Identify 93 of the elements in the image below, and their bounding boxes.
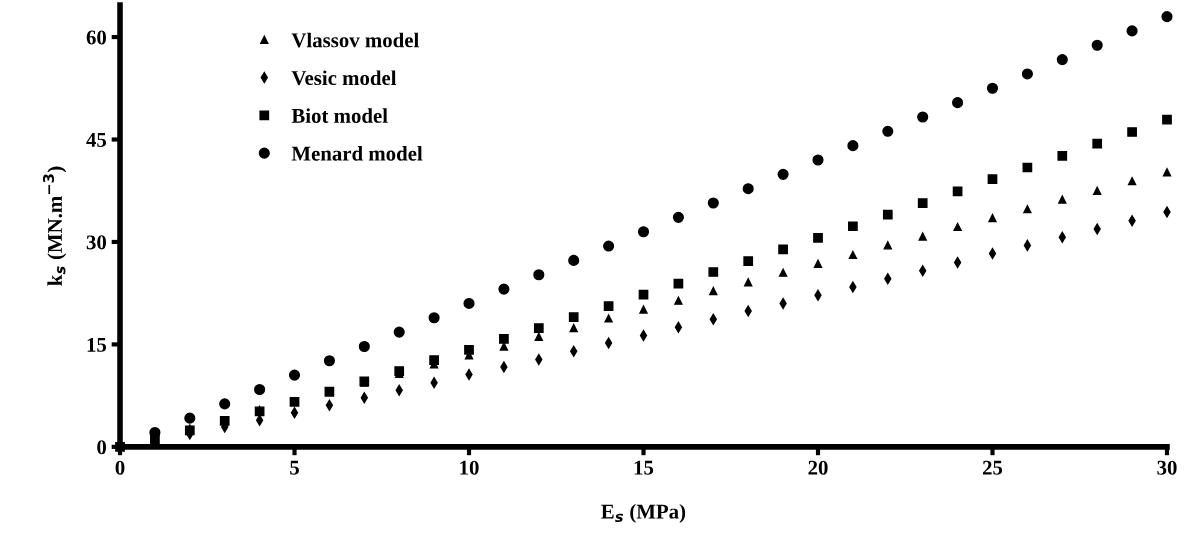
point (603, 301, 614, 312)
point (568, 312, 579, 322)
x-tick-label: 15 (634, 460, 654, 475)
point (288, 369, 301, 381)
point (848, 221, 858, 232)
point (777, 168, 789, 180)
point (988, 213, 997, 223)
point (533, 269, 545, 281)
point (742, 183, 754, 195)
y-tick-label: 30 (86, 235, 107, 250)
point (499, 342, 509, 351)
point (1023, 205, 1032, 214)
x-tick-label: 0 (115, 460, 125, 475)
point (708, 267, 719, 277)
point (882, 125, 894, 137)
y-axis-title: k$_{s}$ (MN.m$^{−3}$) (43, 166, 67, 286)
point (289, 396, 300, 407)
point (813, 259, 823, 268)
point (1162, 114, 1172, 125)
point (1058, 195, 1067, 204)
point (743, 256, 754, 266)
point (637, 226, 650, 238)
point (778, 244, 788, 255)
point (219, 416, 230, 426)
y-tick-label: 60 (86, 30, 107, 45)
point (393, 326, 405, 338)
point (428, 312, 440, 324)
point (672, 211, 684, 223)
point (952, 97, 964, 109)
point (1057, 151, 1068, 161)
point (1093, 186, 1102, 195)
point (1056, 54, 1068, 66)
point (115, 441, 125, 452)
point (325, 399, 334, 411)
point (323, 355, 335, 367)
y-tick-label: 15 (87, 337, 107, 352)
point (1092, 138, 1103, 149)
y-tick-label: 0 (97, 440, 107, 455)
point (533, 323, 544, 333)
point (254, 383, 266, 396)
point (219, 398, 231, 410)
point (1091, 39, 1103, 51)
point (813, 233, 823, 243)
legend-label: Vesic model (291, 70, 397, 86)
point (1023, 239, 1032, 251)
point (882, 209, 893, 220)
point (499, 334, 509, 344)
point (883, 241, 892, 250)
point (604, 314, 613, 323)
point (463, 297, 475, 309)
point (604, 337, 613, 349)
point (639, 305, 648, 314)
point (290, 407, 299, 419)
point (847, 140, 859, 152)
point (986, 82, 999, 94)
point (848, 250, 858, 260)
legend-label: Vlassov model (291, 32, 419, 48)
point (744, 278, 753, 287)
x-tick-label: 10 (460, 460, 479, 475)
point (1127, 127, 1137, 137)
point (1021, 68, 1033, 80)
point (1161, 11, 1173, 23)
point (534, 332, 543, 342)
point (184, 412, 196, 424)
point (1126, 25, 1138, 37)
point (429, 355, 439, 365)
point (917, 111, 929, 123)
point (464, 345, 474, 355)
point (1162, 168, 1172, 177)
point (778, 268, 788, 277)
point (987, 174, 998, 184)
legend-label: Menard model (291, 145, 423, 161)
point (707, 197, 719, 209)
point (498, 283, 510, 295)
point (812, 154, 824, 166)
point (358, 340, 370, 353)
point (918, 232, 927, 241)
x-axis-title: E$_{s}$ (MPa) (601, 503, 686, 523)
point (917, 198, 928, 208)
point (674, 296, 683, 305)
x-tick-label: 30 (1157, 460, 1177, 475)
x-tick-label: 20 (808, 460, 828, 475)
point (674, 321, 683, 333)
legend-label: Biot model (291, 108, 388, 123)
point (603, 240, 615, 252)
y-tick-label: 45 (86, 133, 107, 147)
point (953, 222, 962, 232)
point (1127, 177, 1137, 186)
point (709, 286, 718, 296)
x-tick-label: 25 (982, 460, 1003, 475)
point (569, 323, 578, 333)
x-tick-label: 5 (290, 460, 299, 475)
point (568, 254, 580, 266)
